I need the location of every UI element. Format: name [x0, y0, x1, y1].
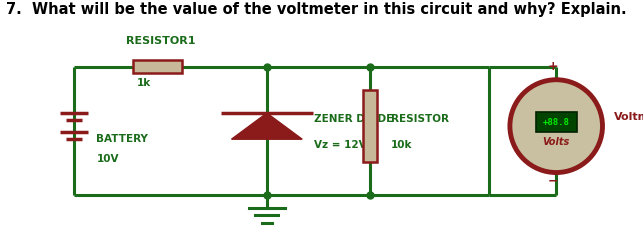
FancyBboxPatch shape	[363, 90, 377, 162]
Text: 1k: 1k	[136, 78, 151, 88]
FancyBboxPatch shape	[134, 60, 181, 73]
Text: RESISTOR: RESISTOR	[391, 114, 449, 124]
Polygon shape	[231, 113, 302, 139]
Text: +: +	[548, 60, 558, 73]
Text: Voltmeter: Voltmeter	[614, 112, 643, 122]
Text: Volts: Volts	[543, 137, 570, 147]
Text: ZENER DIODE: ZENER DIODE	[314, 114, 393, 124]
Ellipse shape	[510, 80, 602, 173]
Text: 10k: 10k	[391, 140, 412, 150]
Text: −: −	[548, 175, 558, 188]
Text: RESISTOR1: RESISTOR1	[126, 36, 195, 46]
Text: +88.8: +88.8	[543, 118, 570, 127]
FancyBboxPatch shape	[536, 112, 577, 132]
Text: Vz = 12V: Vz = 12V	[314, 140, 367, 150]
Text: BATTERY: BATTERY	[96, 134, 149, 144]
Text: 10V: 10V	[96, 154, 119, 164]
Text: 7.  What will be the value of the voltmeter in this circuit and why? Explain.: 7. What will be the value of the voltmet…	[6, 2, 627, 17]
